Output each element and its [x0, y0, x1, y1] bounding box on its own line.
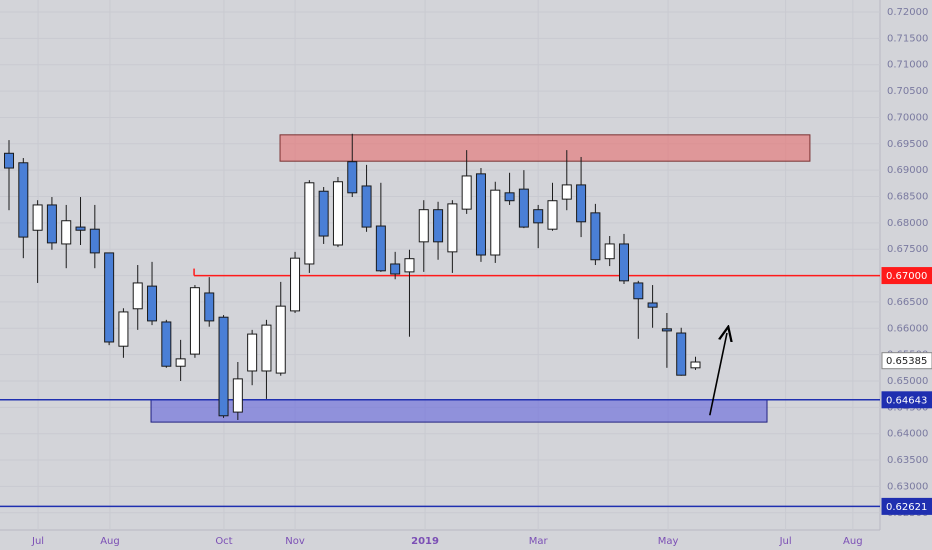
y-tick-label: 0.63000: [887, 481, 928, 492]
candle-body: [304, 182, 315, 265]
y-tick-label: 0.71000: [887, 60, 928, 71]
price-tag: [881, 497, 932, 515]
candle-body: [490, 189, 501, 256]
candle-body: [676, 332, 687, 376]
candle-body: [275, 305, 286, 374]
y-tick-label: 0.67500: [887, 244, 928, 255]
candle-body: [204, 292, 215, 322]
candle-body: [61, 220, 72, 245]
candle-body: [518, 188, 529, 228]
candle-body: [247, 333, 258, 372]
x-tick-label: Mar: [529, 536, 549, 547]
candle-body: [232, 378, 243, 413]
y-tick-label: 0.69000: [887, 165, 928, 176]
zone: [150, 399, 768, 423]
zone: [279, 134, 811, 162]
candle-body: [132, 282, 143, 310]
price-tag-label: 0.65385: [886, 356, 927, 367]
candle-body: [418, 209, 429, 243]
x-tick-label: Aug: [100, 536, 120, 547]
y-tick-label: 0.68000: [887, 218, 928, 229]
candle-body: [533, 209, 544, 224]
candle-body: [161, 321, 172, 367]
y-tick-label: 0.65000: [887, 376, 928, 387]
candle-body: [332, 181, 343, 246]
x-tick-label: Jul: [779, 536, 792, 547]
candle-body: [290, 257, 301, 312]
candle-body: [361, 185, 372, 228]
candle-body: [447, 203, 458, 253]
price-tag: [881, 352, 932, 370]
arrow: [709, 333, 727, 416]
candle-body: [633, 282, 644, 300]
candle-body: [46, 204, 57, 244]
candle-body: [189, 287, 200, 355]
price-tag-label: 0.62621: [886, 502, 927, 513]
x-tick-label: Nov: [285, 536, 305, 547]
candle-body: [618, 243, 629, 282]
candle-body: [75, 226, 86, 231]
candle-body: [504, 192, 515, 202]
candle-body: [461, 175, 472, 210]
candle-body: [147, 285, 158, 322]
candle-body: [89, 228, 100, 254]
candle-body: [18, 162, 29, 238]
candle-body: [218, 316, 229, 417]
candle-body: [390, 263, 401, 275]
x-tick-label: Oct: [215, 536, 232, 547]
y-tick-label: 0.63500: [887, 455, 928, 466]
y-tick-label: 0.72000: [887, 7, 928, 18]
candle-body: [433, 209, 444, 243]
x-tick-label: Jul: [31, 536, 44, 547]
candle-body: [690, 361, 701, 369]
candle-body: [647, 302, 658, 308]
candle-body: [104, 252, 115, 343]
candle-body: [561, 184, 572, 200]
candle-body: [175, 358, 186, 367]
y-tick-label: 0.70000: [887, 112, 928, 123]
x-tick-label: Aug: [843, 536, 863, 547]
price-tag: [881, 391, 932, 409]
y-tick-label: 0.69500: [887, 139, 928, 150]
candle-body: [32, 204, 43, 231]
y-tick-label: 0.66500: [887, 297, 928, 308]
candle-body: [661, 328, 672, 332]
candle-body: [604, 243, 615, 260]
price-tag: [881, 267, 932, 285]
candle-body: [547, 200, 558, 230]
price-tag-label: 0.64643: [886, 395, 927, 406]
candle-body: [118, 311, 129, 347]
candle-body: [261, 324, 272, 372]
y-tick-label: 0.64000: [887, 429, 928, 440]
x-tick-label: May: [658, 536, 679, 547]
candle-body: [318, 190, 329, 237]
y-tick-label: 0.68500: [887, 192, 928, 203]
x-tick-label: 2019: [411, 536, 439, 547]
price-tag-label: 0.67000: [886, 271, 927, 282]
candle-body: [576, 184, 587, 223]
candle-body: [475, 173, 486, 256]
candle-body: [404, 258, 415, 273]
y-tick-label: 0.71500: [887, 33, 928, 44]
candle-body: [347, 161, 358, 194]
candle-body: [375, 225, 386, 272]
y-tick-label: 0.66000: [887, 323, 928, 334]
candle-body: [590, 212, 601, 261]
candle-body: [4, 152, 15, 169]
y-tick-label: 0.70500: [887, 86, 928, 97]
